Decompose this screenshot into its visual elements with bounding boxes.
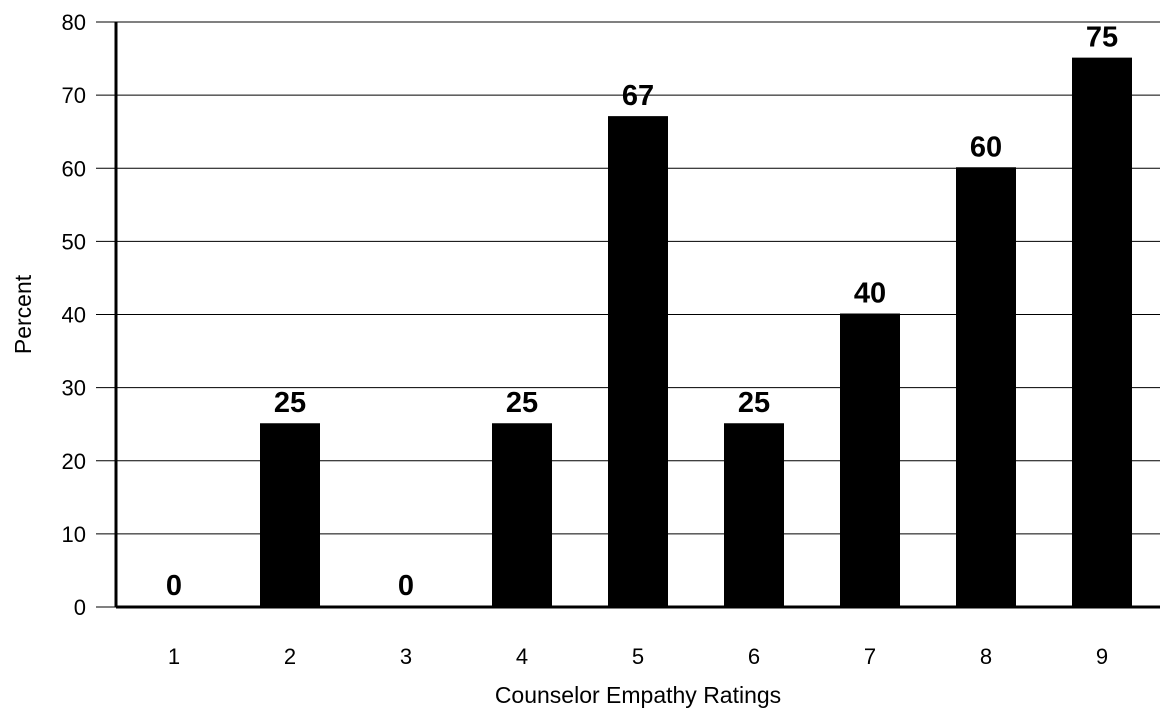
bar <box>260 424 320 607</box>
x-tick-label: 5 <box>632 644 644 669</box>
bar <box>492 424 552 607</box>
x-tick-label: 7 <box>864 644 876 669</box>
y-tick-label: 80 <box>62 10 86 35</box>
y-tick-label: 60 <box>62 156 86 181</box>
y-axis-ticks: 0 10 20 30 40 50 60 70 80 <box>62 10 116 620</box>
x-tick-label: 4 <box>516 644 528 669</box>
data-label: 60 <box>970 131 1002 163</box>
x-axis-ticks: 1 2 3 4 5 6 7 8 9 <box>168 644 1108 669</box>
x-tick-label: 3 <box>400 644 412 669</box>
x-tick-label: 2 <box>284 644 296 669</box>
x-tick-label: 6 <box>748 644 760 669</box>
y-tick-label: 40 <box>62 303 86 328</box>
x-axis-title: Counselor Empathy Ratings <box>495 682 781 708</box>
y-tick-label: 10 <box>62 522 86 547</box>
data-label: 25 <box>274 387 306 419</box>
data-label: 0 <box>398 570 414 602</box>
bar <box>840 314 900 607</box>
y-tick-label: 50 <box>62 229 86 254</box>
y-tick-label: 70 <box>62 83 86 108</box>
bar <box>1072 58 1132 607</box>
y-tick-label: 30 <box>62 376 86 401</box>
x-tick-label: 9 <box>1096 644 1108 669</box>
data-labels: 0 25 0 25 67 25 40 60 75 <box>166 22 1118 602</box>
data-label: 75 <box>1086 22 1118 54</box>
y-axis-title: Percent <box>10 274 36 354</box>
y-tick-label: 0 <box>74 595 86 620</box>
y-tick-label: 20 <box>62 449 86 474</box>
x-tick-label: 1 <box>168 644 180 669</box>
data-label: 0 <box>166 570 182 602</box>
x-tick-label: 8 <box>980 644 992 669</box>
data-label: 40 <box>854 278 886 310</box>
data-label: 25 <box>738 387 770 419</box>
bar <box>956 168 1016 607</box>
data-label: 67 <box>622 80 654 112</box>
bar <box>724 424 784 607</box>
bar <box>608 117 668 607</box>
data-label: 25 <box>506 387 538 419</box>
